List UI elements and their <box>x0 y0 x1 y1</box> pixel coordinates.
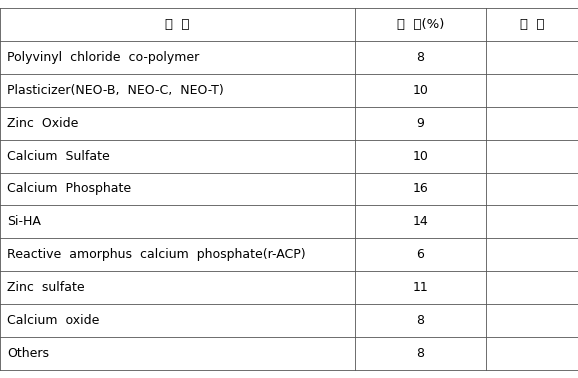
Text: Plasticizer(NEO-B,  NEO-C,  NEO-T): Plasticizer(NEO-B, NEO-C, NEO-T) <box>7 84 224 96</box>
Text: Calcium  Phosphate: Calcium Phosphate <box>7 183 131 195</box>
Text: 성  분: 성 분 <box>165 17 190 31</box>
Text: Zinc  Oxide: Zinc Oxide <box>7 116 78 130</box>
Text: 함  량(%): 함 량(%) <box>397 17 444 31</box>
Text: 8: 8 <box>417 51 424 64</box>
Text: Calcium  oxide: Calcium oxide <box>7 314 99 327</box>
Text: 6: 6 <box>417 248 424 262</box>
Text: 10: 10 <box>413 84 428 96</box>
Text: Polyvinyl  chloride  co-polymer: Polyvinyl chloride co-polymer <box>7 51 199 64</box>
Text: Si-HA: Si-HA <box>7 215 41 228</box>
Text: 8: 8 <box>417 347 424 361</box>
Text: Others: Others <box>7 347 49 361</box>
Text: 10: 10 <box>413 150 428 163</box>
Text: 14: 14 <box>413 215 428 228</box>
Text: 16: 16 <box>413 183 428 195</box>
Text: Reactive  amorphus  calcium  phosphate(r-ACP): Reactive amorphus calcium phosphate(r-AC… <box>7 248 306 262</box>
Text: 11: 11 <box>413 282 428 294</box>
Text: 비  고: 비 고 <box>520 17 544 31</box>
Text: Zinc  sulfate: Zinc sulfate <box>7 282 84 294</box>
Text: 8: 8 <box>417 314 424 327</box>
Text: 9: 9 <box>417 116 424 130</box>
Text: Calcium  Sulfate: Calcium Sulfate <box>7 150 110 163</box>
